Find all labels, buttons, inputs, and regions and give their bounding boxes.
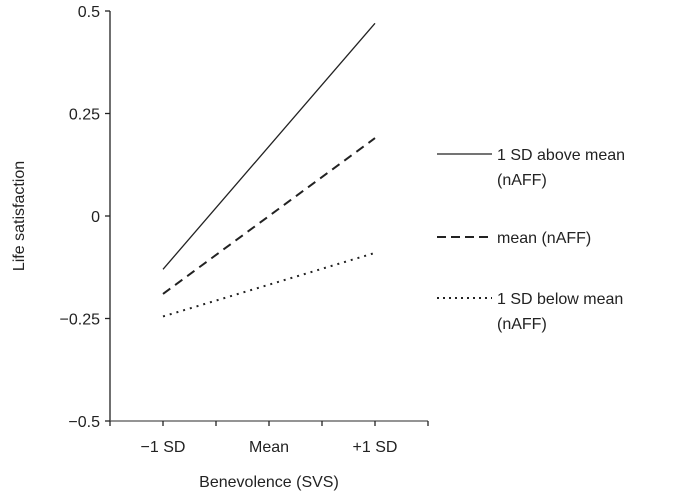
x-axis: −1 SD Mean +1 SD bbox=[109, 420, 429, 456]
y-axis: 0.5 0.25 0 −0.25 −0.5 bbox=[60, 4, 111, 431]
y-tick-label: 0.25 bbox=[69, 107, 100, 124]
y-axis-title: Life satisfaction bbox=[11, 161, 28, 271]
x-axis-title: Benevolence (SVS) bbox=[199, 474, 339, 491]
y-tick-label: 0 bbox=[91, 209, 100, 226]
series-line-solid bbox=[162, 22, 376, 270]
legend-label: 1 SD below mean bbox=[497, 291, 623, 308]
x-tick-label: +1 SD bbox=[353, 439, 398, 456]
y-tick-label: −0.5 bbox=[68, 414, 100, 431]
legend-label: 1 SD above mean bbox=[497, 147, 625, 164]
series-line-dotted bbox=[162, 251, 376, 318]
legend-label: mean (nAFF) bbox=[497, 230, 591, 247]
x-tick-label: Mean bbox=[249, 439, 289, 456]
series-layer bbox=[162, 22, 376, 318]
legend-label: (nAFF) bbox=[497, 172, 547, 189]
series-line-dashed bbox=[162, 137, 376, 295]
y-tick-label: 0.5 bbox=[78, 4, 100, 21]
x-tick-label: −1 SD bbox=[141, 439, 186, 456]
legend: 1 SD above mean (nAFF) mean (nAFF) 1 SD bel… bbox=[437, 147, 625, 333]
legend-label: (nAFF) bbox=[497, 316, 547, 333]
y-tick-label: −0.25 bbox=[60, 312, 101, 329]
